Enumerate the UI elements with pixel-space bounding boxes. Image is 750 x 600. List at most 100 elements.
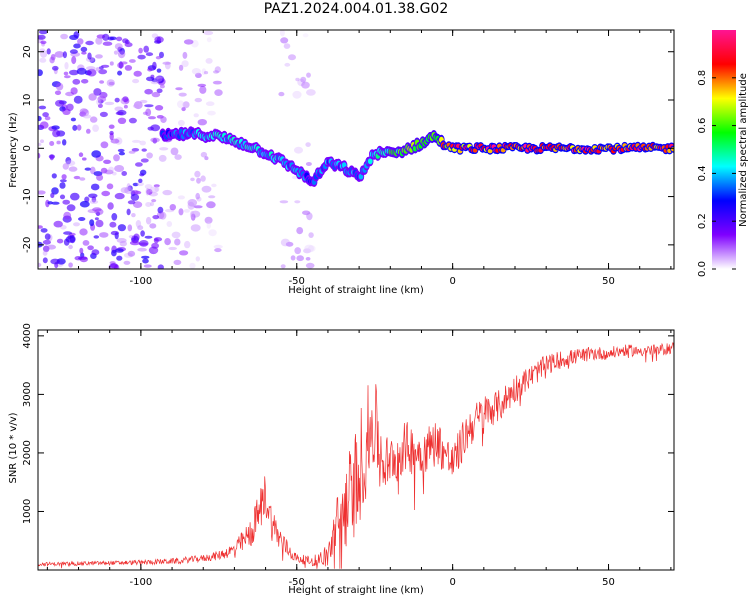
- heatmap-noise-cell: [60, 33, 68, 40]
- heatmap-noise-cell: [104, 101, 115, 106]
- heatmap-noise-cell: [197, 83, 207, 87]
- heatmap-noise-cell: [162, 189, 173, 196]
- heatmap-noise-cell: [51, 125, 60, 130]
- heatmap-noise-cell: [124, 186, 133, 194]
- heatmap-noise-cell: [129, 240, 140, 246]
- y-tick-label: -20: [22, 237, 33, 253]
- heatmap-noise-cell: [49, 141, 55, 146]
- heatmap-noise-cell: [127, 185, 133, 192]
- heatmap-noise-cell: [136, 181, 144, 187]
- heatmap-noise-cell: [306, 89, 316, 96]
- heatmap-noise-cell: [99, 80, 105, 84]
- heatmap-noise-cell: [139, 99, 148, 104]
- heatmap-noise-cell: [87, 52, 92, 60]
- heatmap-noise-cell: [61, 174, 67, 180]
- heatmap-noise-cell: [88, 93, 97, 101]
- heatmap-noise-cell: [178, 119, 185, 127]
- heatmap-noise-cell: [114, 165, 125, 172]
- heatmap-noise-cell: [169, 204, 176, 211]
- heatmap-noise-cell: [38, 142, 42, 147]
- heatmap-noise-cell: [114, 97, 120, 103]
- heatmap-noise-cell: [38, 34, 46, 40]
- heatmap-noise-cell: [135, 220, 142, 228]
- heatmap-noise-cell: [76, 124, 82, 131]
- colorbar-label: Normalized spectral amplitude: [738, 73, 749, 227]
- heatmap-noise-cell: [308, 232, 314, 239]
- heatmap-noise-cell: [280, 264, 286, 269]
- heatmap-noise-cell: [73, 95, 83, 104]
- heatmap-noise-cell: [146, 188, 153, 195]
- heatmap-noise-cell: [178, 208, 184, 216]
- heatmap-noise-cell: [160, 116, 167, 123]
- heatmap-noise-cell: [95, 67, 101, 72]
- heatmap-noise-cell: [69, 235, 76, 244]
- heatmap-noise-cell: [157, 206, 164, 214]
- heatmap-noise-cell: [79, 256, 89, 263]
- heatmap-noise-cell: [305, 257, 311, 261]
- heatmap-noise-cell: [38, 69, 43, 77]
- heatmap-noise-cell: [153, 184, 160, 188]
- heatmap-noise-cell: [133, 201, 143, 209]
- heatmap-noise-cell: [95, 219, 104, 228]
- heatmap-noise-cell: [208, 195, 216, 199]
- heatmap-noise-cell: [59, 194, 66, 200]
- heatmap-noise-cell: [203, 30, 214, 36]
- heatmap-noise-cell: [71, 56, 77, 65]
- heatmap-noise-cell: [294, 146, 303, 154]
- heatmap-noise-cell: [132, 104, 140, 109]
- heatmap-noise-cell: [73, 31, 80, 39]
- heatmap-noise-cell: [79, 200, 90, 208]
- heatmap-noise-cell: [86, 66, 96, 71]
- heatmap-noise-cell: [131, 139, 141, 143]
- heatmap-noise-cell: [170, 147, 179, 156]
- heatmap-noise-cell: [53, 220, 63, 228]
- heatmap-noise-cell: [121, 171, 127, 176]
- heatmap-noise-cell: [177, 195, 185, 200]
- heatmap-noise-cell: [68, 166, 78, 172]
- heatmap-noise-cell: [200, 175, 206, 182]
- x-tick-label: -100: [130, 577, 153, 588]
- heatmap-noise-cell: [208, 229, 217, 237]
- heatmap-noise-cell: [303, 248, 312, 254]
- snr-panel: -100 -50 0 50 1000 2000 3000 4000 Height of str…: [8, 323, 675, 596]
- heatmap-noise-cell: [110, 230, 119, 236]
- heatmap-noise-cell: [204, 216, 213, 224]
- heatmap-noise-cell: [157, 264, 164, 269]
- heatmap-noise-cell: [65, 157, 72, 165]
- heatmap-noise-cell: [171, 231, 181, 239]
- heatmap-noise-cell: [213, 70, 219, 74]
- heatmap-noise-cell: [38, 262, 42, 268]
- heatmap-noise-cell: [145, 187, 150, 196]
- colorbar-bar: [712, 30, 736, 269]
- spectrogram-heatmap: [38, 30, 674, 269]
- heatmap-noise-cell: [149, 223, 157, 229]
- heatmap-noise-cell: [131, 213, 136, 218]
- heatmap-noise-cell: [50, 258, 60, 265]
- heatmap-noise-cell: [295, 77, 300, 82]
- heatmap-noise-cell: [117, 62, 124, 69]
- snr-series-line: [38, 342, 674, 569]
- heatmap-noise-cell: [56, 238, 64, 244]
- heatmap-noise-cell: [305, 142, 311, 148]
- heatmap-noise-cell: [117, 70, 123, 76]
- heatmap-noise-cell: [195, 256, 200, 262]
- heatmap-noise-cell: [114, 264, 120, 269]
- heatmap-noise-cell: [159, 84, 165, 89]
- heatmap-noise-cell: [113, 50, 119, 55]
- heatmap-noise-cell: [44, 116, 51, 121]
- heatmap-noise-cell: [174, 154, 182, 160]
- heatmap-noise-cell: [201, 185, 212, 193]
- y-tick-label: -10: [22, 188, 33, 204]
- heatmap-noise-cell: [178, 92, 187, 97]
- heatmap-noise-cell: [114, 43, 123, 50]
- heatmap-noise-cell: [38, 152, 41, 159]
- snr-xlabel: Height of straight line (km): [288, 585, 424, 596]
- heatmap-noise-cell: [73, 222, 80, 227]
- heatmap-noise-cell: [297, 78, 306, 87]
- heatmap-noise-cell: [152, 215, 160, 220]
- heatmap-noise-cell: [137, 247, 147, 252]
- x-tick-label: 50: [602, 577, 615, 588]
- heatmap-noise-cell: [82, 114, 92, 119]
- heatmap-noise-cell: [179, 250, 189, 256]
- snr-axes: -100 -50 0 50 1000 2000 3000 4000: [22, 323, 674, 588]
